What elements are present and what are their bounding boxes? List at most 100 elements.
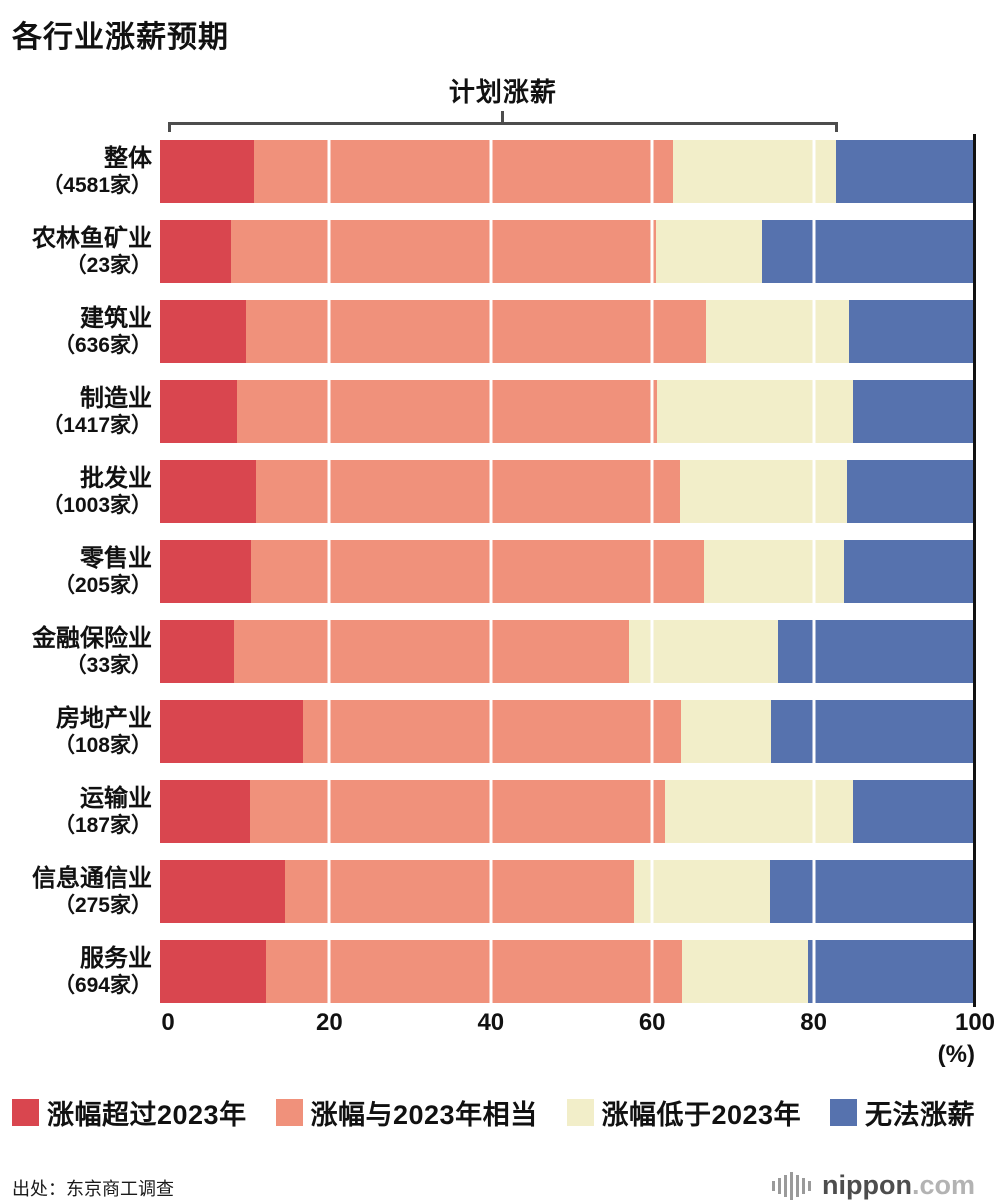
bar-segment [237,380,658,443]
bar-segment [679,460,848,523]
chart-row: 服务业 （694家） [12,940,975,1003]
logo-name: nippon [822,1170,912,1200]
bar-segment [634,860,771,923]
bar-segment [706,300,849,363]
stacked-bar [160,300,975,363]
legend-label: 无法涨薪 [865,1100,975,1130]
chart-row: 制造业 （1417家） [12,380,975,443]
category-label: 批发业 （1003家） [12,464,160,519]
category-name: 房地产业 [56,705,152,733]
bar-segment [665,780,853,843]
bar-segment [160,300,246,363]
bar-segment [852,380,975,443]
bar-segment [673,140,837,203]
category-count: （275家） [53,894,152,918]
bar-segment [629,620,778,683]
bar-segment [303,700,681,763]
percent-unit-label: (%) [937,1041,975,1068]
bracket-annotation-wrap: 计划涨薪 [168,72,975,132]
category-label: 建筑业 （636家） [12,304,160,359]
category-name: 批发业 [80,465,152,493]
legend-swatch [566,1099,594,1126]
category-label: 制造业 （1417家） [12,384,160,439]
category-name: 服务业 [80,945,152,973]
category-count: （205家） [53,574,152,598]
category-label: 信息通信业 （275家） [12,864,160,919]
stacked-bar [160,220,975,283]
bar-segment [245,300,707,363]
bar-segment [771,700,975,763]
bracket-line [168,122,838,132]
bracket-annotation: 计划涨薪 [168,72,838,132]
bar-segment [160,220,231,283]
bar-segment [770,860,975,923]
bar-segment [265,940,682,1003]
bar-segment [160,380,238,443]
legend-label: 涨幅低于2023年 [601,1100,802,1130]
legend-swatch [12,1099,39,1126]
bar-segment [253,140,674,203]
logo-tld: .com [911,1170,975,1200]
chart-row: 建筑业 （636家） [12,300,975,363]
category-name: 运输业 [80,785,152,813]
chart-row: 房地产业 （108家） [12,700,975,763]
category-name: 信息通信业 [32,865,152,893]
stacked-bar [160,540,975,603]
bar-segment [160,860,285,923]
bar-segment [160,540,252,603]
bar-segment [160,140,254,203]
bar-segment [843,540,975,603]
category-count: （108家） [53,734,152,758]
chart-row: 整体 （4581家） [12,140,975,203]
legend-item: 无法涨薪 [830,1093,975,1132]
bar-segment [704,540,844,603]
category-name: 整体 [104,145,152,173]
bar-segment [807,940,975,1003]
category-count: （1417家） [42,414,152,438]
category-name: 制造业 [80,385,152,413]
x-tick-label: 40 [477,1009,505,1036]
category-count: （187家） [53,814,152,838]
bar-segment [762,220,975,283]
bar-segment [234,620,630,683]
bar-segment [284,860,635,923]
stacked-bar [160,860,975,923]
bar-segment [656,220,763,283]
footer: 出处：东京商工调查 nippon .com [12,1170,975,1201]
legend: 涨幅超过2023年 涨幅与2023年相当 涨幅低于2023年 无法涨薪 [12,1093,975,1132]
bar-segment [836,140,975,203]
bar-segment [777,620,975,683]
bar-segment [230,220,657,283]
page-title: 各行业涨薪预期 [12,21,229,54]
bar-segment [657,380,853,443]
category-label: 房地产业 （108家） [12,704,160,759]
legend-label: 涨幅超过2023年 [47,1100,247,1130]
category-count: （636家） [53,334,152,358]
category-label: 农林鱼矿业 （23家） [12,224,160,279]
bar-segment [160,940,266,1003]
bar-segment [256,460,680,523]
plot-area: 整体 （4581家） 农林鱼矿业 （23家） 建筑业 （636家） 制造业 （1417家） 批发… [12,134,976,1007]
bar-segment [852,780,975,843]
chart-row: 运输业 （187家） [12,780,975,843]
legend-swatch [830,1099,857,1126]
source-note: 出处：东京商工调查 [12,1179,174,1199]
stacked-bar [160,940,975,1003]
legend-label: 涨幅与2023年相当 [310,1100,538,1130]
bar-segment [680,700,772,763]
x-tick-label: 100 [954,1009,996,1036]
category-name: 零售业 [80,545,152,573]
category-label: 整体 （4581家） [12,144,160,199]
category-label: 零售业 （205家） [12,544,160,599]
category-name: 金融保险业 [32,625,152,653]
bar-segment [249,780,666,843]
x-tick-label: 20 [316,1009,343,1036]
chart-row: 农林鱼矿业 （23家） [12,220,975,283]
nippon-logo: nippon .com [772,1170,975,1201]
category-count: （694家） [53,974,152,998]
chart-rows: 整体 （4581家） 农林鱼矿业 （23家） 建筑业 （636家） 制造业 （1417家） 批发… [12,140,975,1003]
bar-segment [160,780,250,843]
stacked-bar [160,460,975,523]
stacked-bar [160,380,975,443]
category-label: 金融保险业 （33家） [12,624,160,679]
